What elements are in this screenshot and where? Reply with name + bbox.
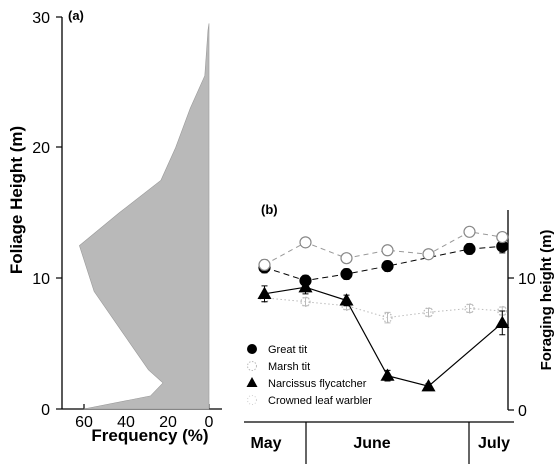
y-ticks-a: 0 10 20 30 [32, 10, 62, 419]
y-axis-title-b: Foraging height (m) [538, 230, 555, 371]
data-point-marsh-tit [300, 296, 311, 307]
panel-a-label: (a) [68, 8, 84, 23]
series-layer [257, 225, 510, 392]
legend-marker-marsh-tit [247, 361, 257, 371]
data-point-narcissus-flycatcher [257, 286, 272, 299]
panel-a: (a) Foliage Height (m) Frequency (%) 0 1… [7, 8, 222, 445]
data-point-great-tit [381, 260, 394, 273]
y-tick-label-b-10: 10 [518, 271, 536, 288]
series-crowned-leaf-warbler [258, 225, 509, 271]
data-point-crowned-leaf-warbler [496, 230, 509, 244]
series-narcissus-flycatcher [257, 280, 510, 392]
x-period-label-july: July [478, 435, 510, 452]
y-tick-label-a-10: 10 [32, 271, 50, 288]
legend-marker-narcissus-flycatcher [246, 377, 258, 387]
series-line-narcissus-flycatcher [264, 286, 503, 387]
error-bar-marsh-tit [384, 311, 391, 324]
data-point-great-tit [340, 267, 353, 281]
legend-label-crowned-leaf-warbler: Crowned leaf warbler [268, 395, 372, 407]
x-ticks-a: 60 40 20 0 [75, 404, 214, 431]
x-tick-label-a-60: 60 [75, 414, 93, 431]
x-tick-label-a-0: 0 [205, 414, 214, 431]
x-period-label-may: May [250, 435, 281, 452]
legend-label-narcissus-flycatcher: Narcissus flycatcher [268, 378, 367, 390]
data-point-narcissus-flycatcher [298, 280, 313, 293]
y-tick-label-a-30: 30 [32, 10, 50, 27]
data-point-marsh-tit [341, 300, 352, 311]
data-point-narcissus-flycatcher [495, 315, 510, 328]
data-point-crowned-leaf-warbler [299, 236, 312, 249]
y-tick-label-a-0: 0 [41, 402, 50, 419]
data-point-crowned-leaf-warbler [258, 258, 271, 271]
legend: Great tit Marsh tit Narcissus flycatcher… [246, 344, 372, 407]
series-marsh-tit [259, 292, 508, 324]
error-bar-marsh-tit [466, 303, 473, 313]
legend-label-marsh-tit: Marsh tit [268, 361, 310, 373]
y-ticks-b: 0 10 [508, 271, 536, 420]
data-point-crowned-leaf-warbler [463, 225, 476, 238]
x-tick-label-a-20: 20 [159, 414, 177, 431]
legend-marker-great-tit [247, 344, 257, 354]
data-point-narcissus-flycatcher [421, 379, 436, 392]
panel-b: (b) 0 10 Foraging height (m) May June Ju… [244, 202, 555, 464]
data-point-crowned-leaf-warbler [340, 252, 353, 265]
panel-b-label: (b) [261, 202, 278, 217]
x-period-label-june: June [353, 435, 390, 452]
data-point-marsh-tit [464, 303, 475, 314]
series-line-marsh-tit [264, 297, 503, 319]
data-point-great-tit [463, 242, 476, 256]
legend-label-great-tit: Great tit [268, 344, 307, 356]
y-tick-label-a-20: 20 [32, 140, 50, 157]
data-point-marsh-tit [382, 312, 393, 323]
foliage-profile-area [79, 23, 210, 410]
data-point-crowned-leaf-warbler [422, 248, 435, 261]
x-axis-title-a: Frequency (%) [91, 426, 208, 445]
x-tick-label-a-40: 40 [117, 414, 135, 431]
data-point-crowned-leaf-warbler [381, 244, 394, 257]
data-point-marsh-tit [423, 307, 434, 318]
y-tick-label-b-0: 0 [518, 403, 527, 420]
error-bar-marsh-tit [302, 297, 309, 307]
y-axis-title-a: Foliage Height (m) [7, 126, 26, 274]
legend-marker-crowned-leaf-warbler [247, 395, 257, 405]
data-point-narcissus-flycatcher [380, 368, 395, 381]
data-point-narcissus-flycatcher [339, 293, 354, 306]
